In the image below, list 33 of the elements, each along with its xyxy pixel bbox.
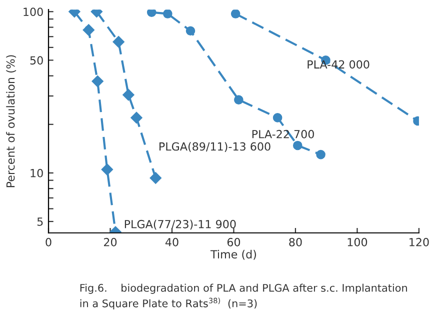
x-tick-label: 100	[348, 238, 368, 246]
point	[101, 164, 113, 176]
series-label: PLA-22 700	[252, 130, 314, 138]
series-label: PLA-42 000	[308, 60, 370, 69]
y-tick-label: 10	[30, 168, 43, 178]
x-tick-label: 40	[165, 238, 178, 246]
point	[122, 89, 134, 101]
x-axis-title: Time (d)	[210, 250, 256, 260]
point	[130, 112, 142, 124]
x-tick-label: 60	[227, 238, 240, 246]
y-axis-title: Percent of ovulation (%)	[6, 55, 16, 188]
x-tick-label: 120	[410, 238, 429, 246]
point	[230, 10, 240, 18]
series-label: PLGA(89/11)-13 600	[159, 142, 270, 152]
point	[150, 172, 162, 184]
y-tick-label: 5	[37, 218, 43, 226]
point	[186, 26, 196, 36]
point	[92, 76, 104, 88]
y-tick-label: 100	[24, 8, 43, 16]
point	[112, 36, 124, 48]
point	[146, 10, 156, 17]
series-label: PLGA(77/23)-11 900	[124, 220, 236, 230]
point	[316, 150, 326, 160]
x-tick-label: 0	[46, 238, 52, 246]
point	[82, 24, 94, 36]
point	[272, 113, 282, 122]
point	[163, 10, 172, 18]
y-tick-label: 50	[30, 56, 43, 65]
x-tick-label: 20	[104, 238, 117, 246]
point	[292, 140, 302, 150]
caption: Fig.6. biodegradation of PLA and PLGA after s.c. Implantation in a Square Plate to Rats$^{38)}$ (n=3)	[80, 284, 407, 310]
point	[234, 95, 244, 104]
x-tick-label: 80	[289, 238, 302, 246]
